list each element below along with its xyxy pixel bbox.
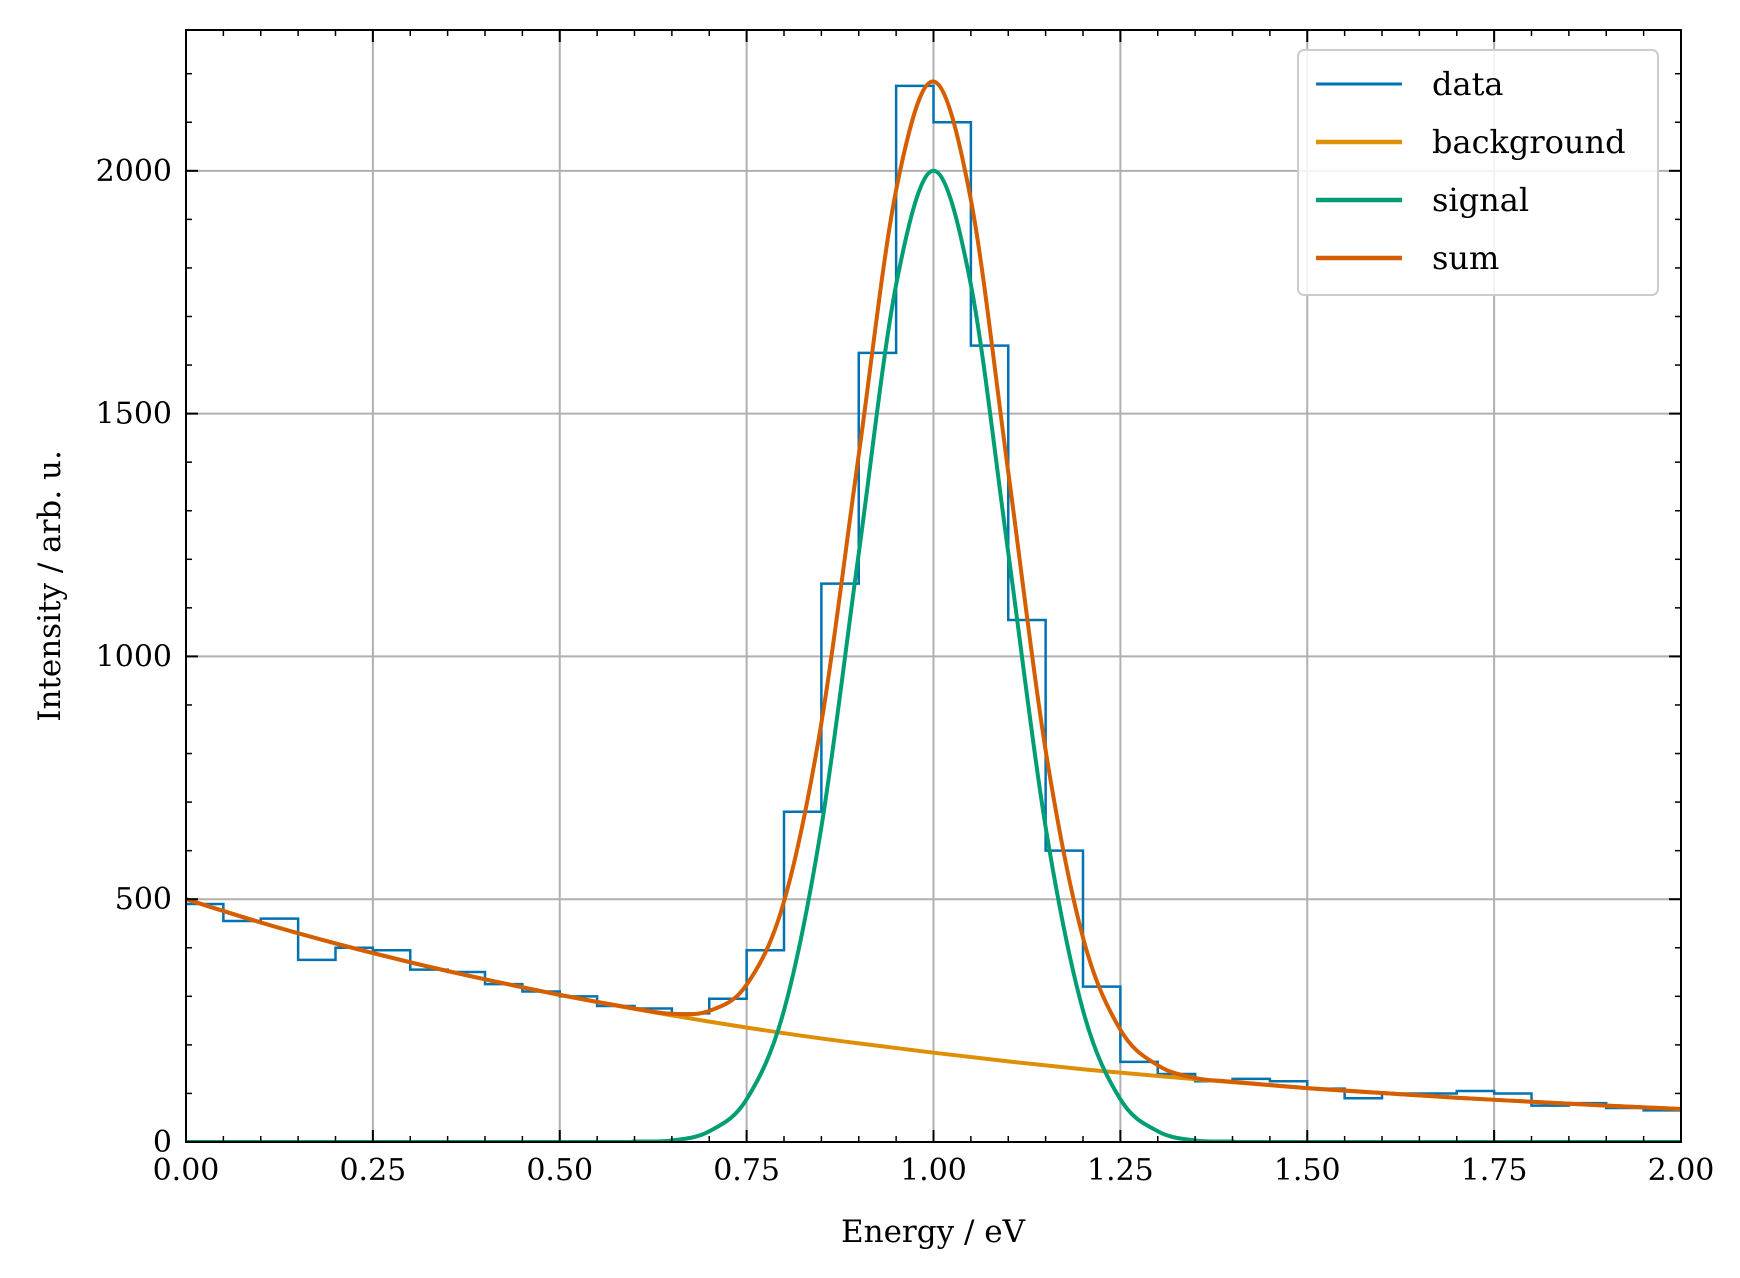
series-layer [186, 79, 1681, 1142]
y-tick-label: 1000 [96, 639, 172, 674]
y-axis-label: Intensity / arb. u. [32, 450, 68, 722]
x-axis-label: Energy / eV [841, 1214, 1026, 1250]
y-tick-label: 2000 [96, 154, 172, 189]
y-tick-label: 500 [115, 882, 172, 917]
plot-frame [185, 29, 1682, 1143]
legend: data background signal sum [1297, 49, 1659, 296]
x-tick-label: 0.75 [713, 1153, 780, 1188]
x-tick-label: 1.50 [1274, 1153, 1341, 1188]
legend-label-signal: signal [1432, 181, 1529, 219]
y-tick-label: 1500 [96, 397, 172, 432]
legend-label-background: background [1432, 123, 1626, 161]
x-tick-label: 1.75 [1461, 1153, 1528, 1188]
legend-box [1297, 49, 1659, 296]
series-sum-line [186, 79, 1681, 1111]
legend-label-sum: sum [1432, 239, 1499, 277]
x-tick-label: 0.25 [339, 1153, 406, 1188]
series-signal-line [186, 168, 1681, 1142]
y-tick-label: 0 [153, 1125, 172, 1160]
x-tick-label: 2.00 [1648, 1153, 1715, 1188]
x-tick-label: 1.00 [900, 1153, 967, 1188]
x-tick-label: 0.50 [526, 1153, 593, 1188]
x-tick-label: 1.25 [1087, 1153, 1154, 1188]
x-tick-label: 0.00 [153, 1153, 220, 1188]
legend-label-data: data [1432, 65, 1504, 103]
